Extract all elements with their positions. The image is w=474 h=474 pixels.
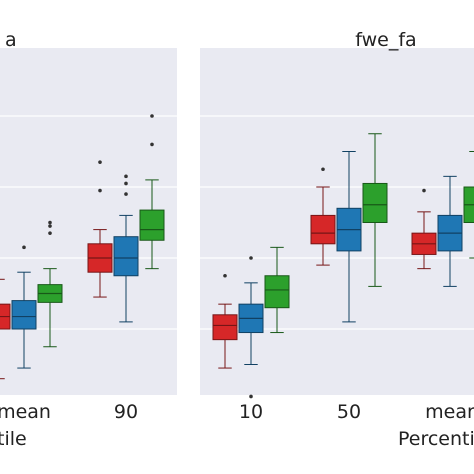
outlier-point <box>48 231 52 235</box>
x-tick-label: 90 <box>114 401 138 423</box>
box-iqr <box>11 300 37 330</box>
outlier-point <box>48 220 52 225</box>
x-tick-label: 10 <box>239 401 263 423</box>
box-2-mear <box>437 175 463 287</box>
panel-title-left: a <box>5 29 17 51</box>
x-tick-label: mean <box>0 401 51 423</box>
x-tick-label: mear <box>425 401 474 423</box>
box-1-90 <box>87 160 113 298</box>
x-tick-label: 50 <box>337 401 361 423</box>
outlier-point <box>249 394 253 399</box>
outlier-point <box>124 174 128 179</box>
outlier-point <box>22 245 26 250</box>
outlier-point <box>150 114 154 118</box>
box-iqr <box>139 209 165 241</box>
outlier-point <box>98 160 102 164</box>
box-1-10 <box>212 273 238 369</box>
box-1-50 <box>310 167 336 266</box>
x-axis-label-right: Percentile <box>398 428 474 450</box>
boxes-right <box>212 133 474 399</box>
outlier-point <box>249 256 253 260</box>
outlier-point <box>124 181 128 186</box>
box-3-mear <box>463 151 474 259</box>
x-tick-labels-right: 10 50 mear <box>239 401 474 423</box>
box-iqr <box>362 182 388 223</box>
box-iqr <box>212 314 238 341</box>
box-3-mean <box>37 220 63 348</box>
box-2-50 <box>336 151 362 323</box>
outlier-point <box>98 188 102 193</box>
outlier-point <box>150 142 154 147</box>
box-2-90 <box>113 174 139 323</box>
panel-title-right: fwe_fa <box>355 29 416 51</box>
outlier-point <box>48 224 52 228</box>
box-2-10 <box>238 256 264 399</box>
boxes-left <box>0 114 165 380</box>
box-3-90 <box>139 114 165 270</box>
outlier-point <box>124 192 128 196</box>
panel-left: a mean 90 tile <box>0 29 177 450</box>
box-3-50 <box>362 133 388 287</box>
x-axis-label-left: tile <box>0 428 27 450</box>
box-2-mean <box>11 245 37 369</box>
outlier-point <box>321 167 325 172</box>
box-iqr <box>264 275 290 309</box>
x-tick-labels-left: mean 90 <box>0 401 138 423</box>
box-iqr <box>310 214 336 245</box>
panel-right: fwe_fa 10 50 mear Percentile <box>200 29 474 450</box>
outlier-point <box>223 273 227 278</box>
box-1-mean <box>0 278 11 380</box>
box-3-10 <box>264 246 290 334</box>
box-1-mear <box>411 188 437 270</box>
outlier-point <box>422 188 426 193</box>
box-iqr <box>113 236 139 277</box>
